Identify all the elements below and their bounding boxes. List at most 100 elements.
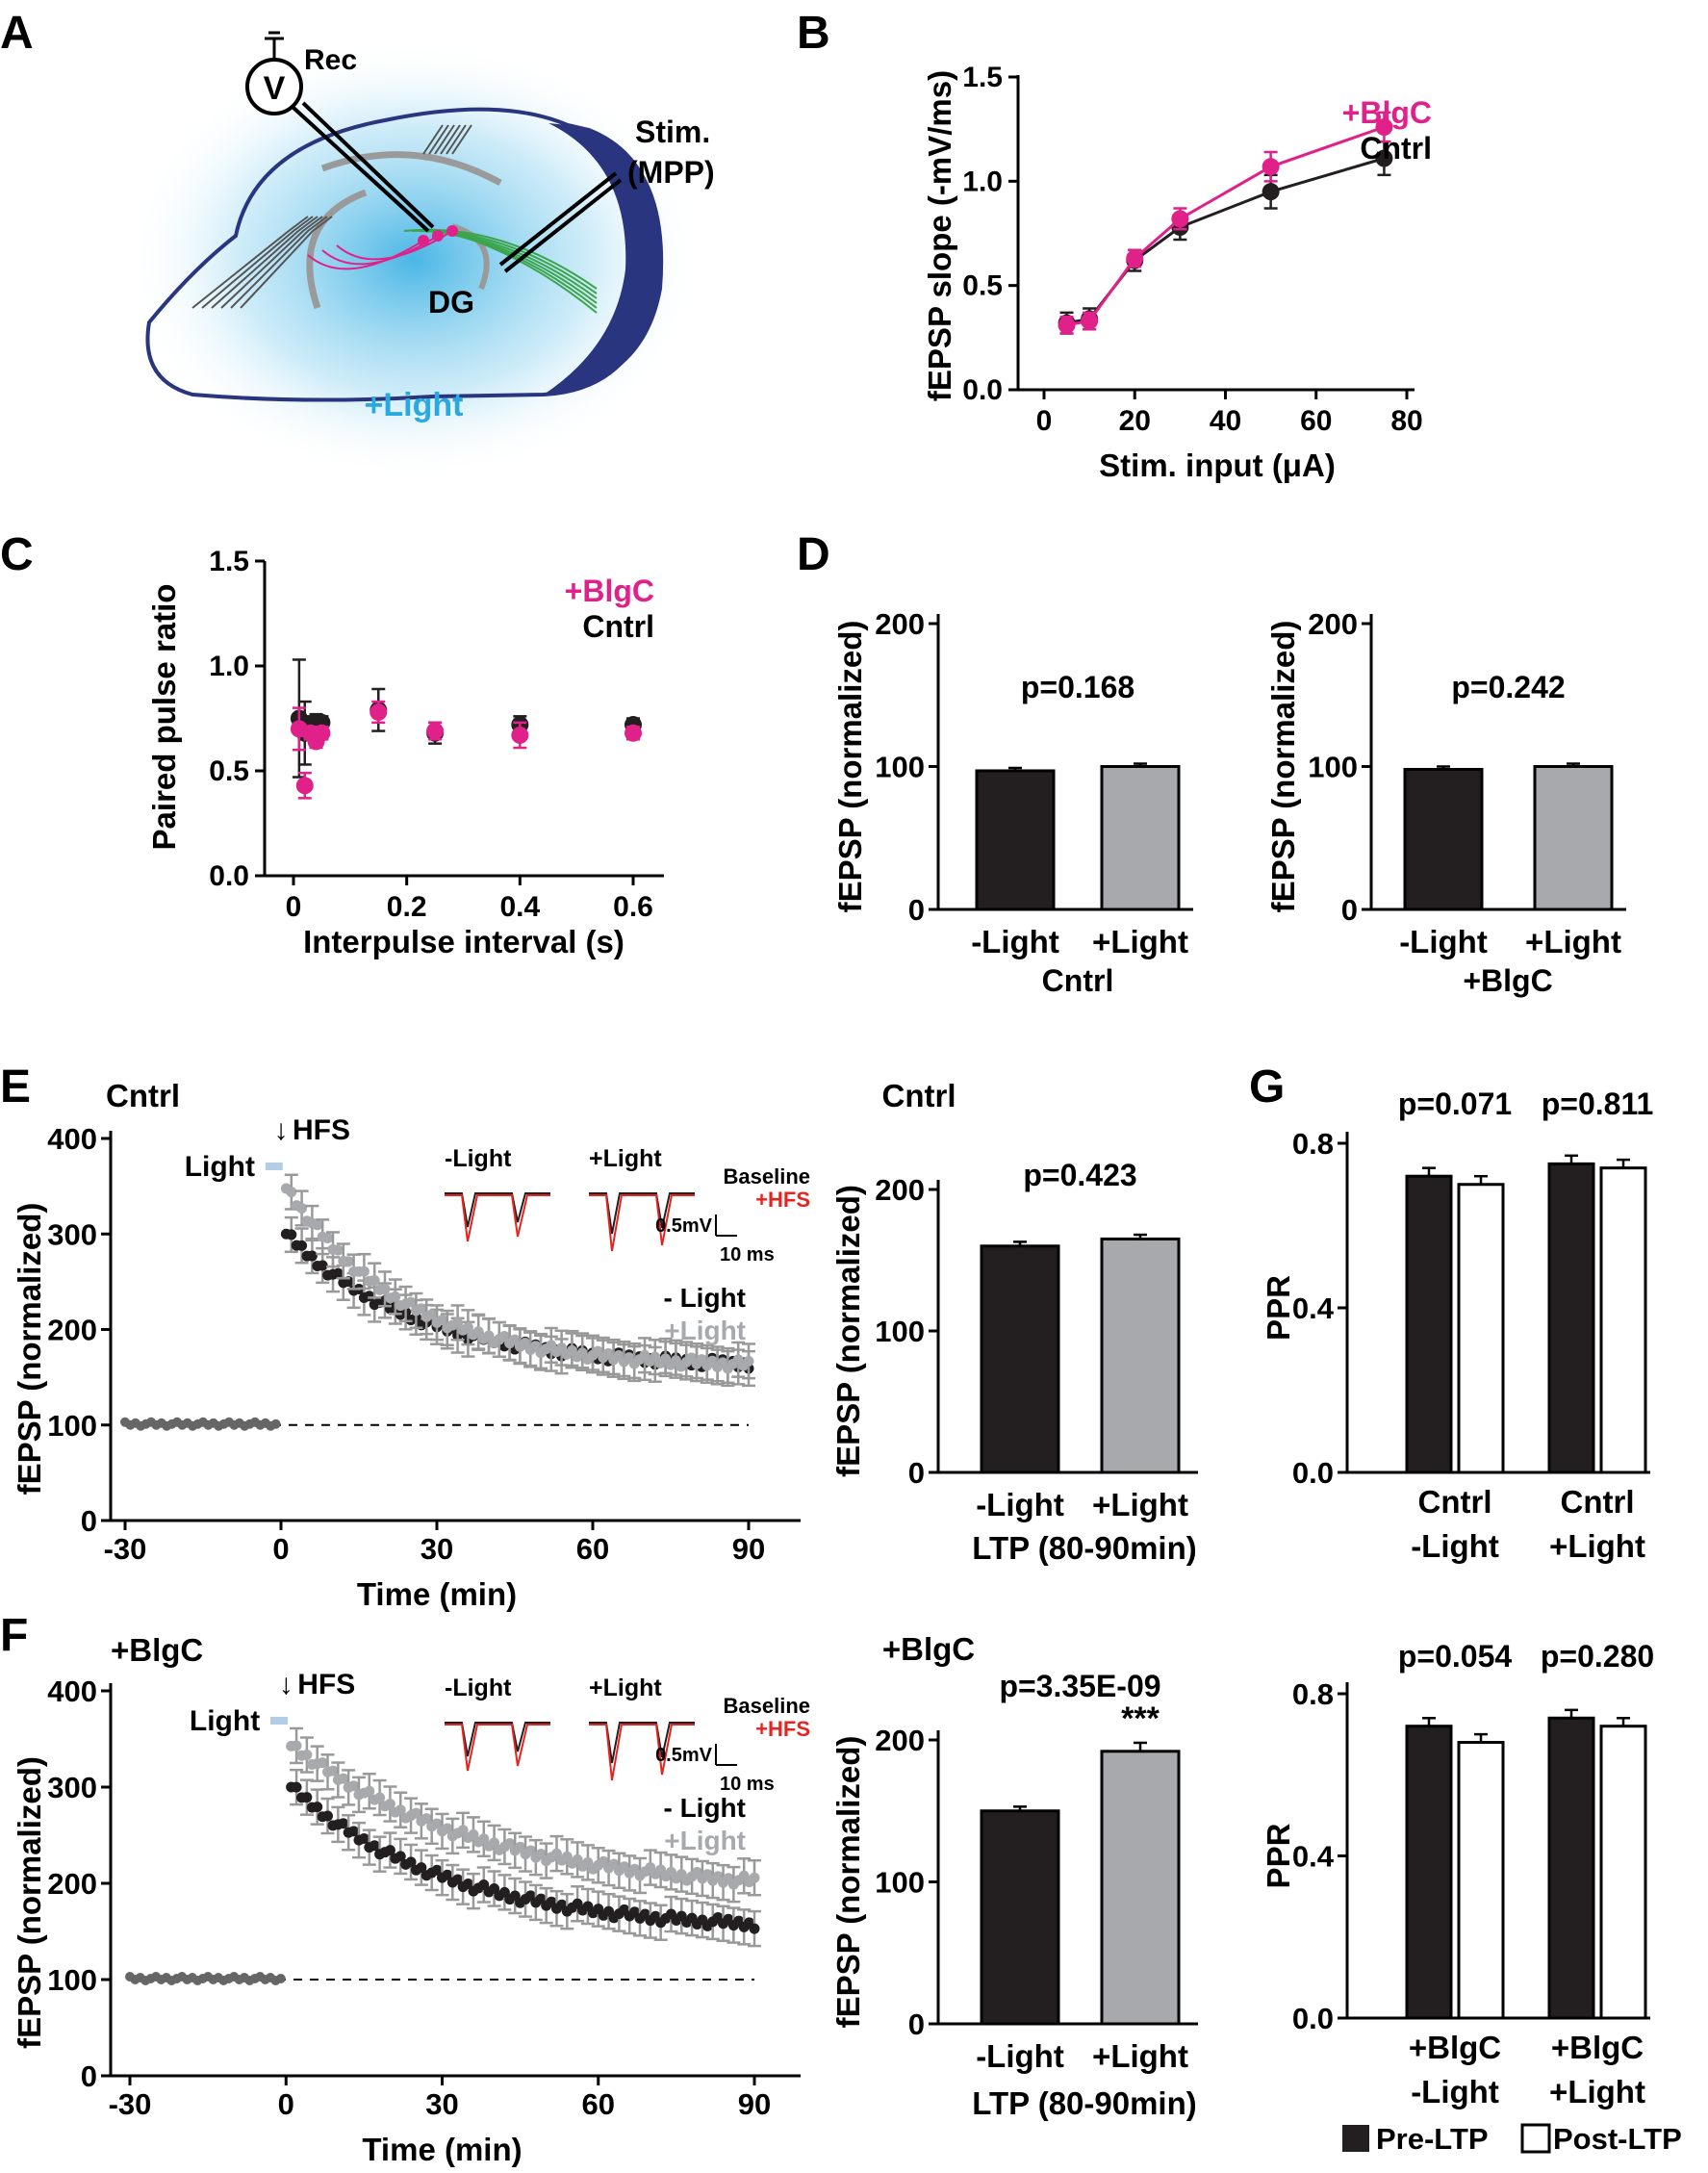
timecourse-point — [369, 1840, 380, 1852]
ca1-dendrite — [422, 124, 444, 155]
y-tick-label: 0.0 — [1292, 1456, 1334, 1490]
data-point — [511, 726, 529, 744]
timecourse-point — [384, 1845, 395, 1856]
trace-baseline — [445, 1722, 550, 1757]
bar-title-blgc: +BlgC — [882, 1631, 975, 1667]
timecourse-point — [405, 1296, 417, 1308]
timecourse-point — [312, 1802, 323, 1813]
y-tick-label: 0 — [908, 893, 925, 927]
timecourse-point — [358, 1833, 370, 1845]
category-label: +Light — [1092, 924, 1188, 959]
legend-post-swatch — [1520, 2123, 1551, 2154]
hfs-arrow-icon: ↓ — [274, 1114, 289, 1146]
ca3-dendrite — [201, 216, 314, 309]
timecourse-point — [390, 1291, 401, 1302]
timecourse-point — [338, 1818, 349, 1829]
bar--Light — [1403, 767, 1484, 911]
y-tick-label: 200 — [875, 1173, 925, 1207]
y-tick-label: 0.5 — [962, 270, 1003, 302]
dg-layer — [451, 223, 490, 291]
y-axis-title: fEPSP slope (-mV/ms) — [922, 70, 957, 401]
x-axis-title: Stim. input (μA) — [1099, 447, 1336, 483]
hfs-arrow-icon: ↓ — [279, 1669, 293, 1700]
bar-+Light — [1100, 1237, 1181, 1474]
stimulating-electrode — [498, 171, 618, 267]
light-label: Light — [190, 1705, 260, 1737]
bar-x-title: LTP (80-90min) — [972, 2085, 1197, 2121]
y-axis-title: fEPSP (normalized) — [832, 621, 868, 913]
legend-minus-light: - Light — [663, 1793, 746, 1823]
timecourse-point — [431, 1864, 443, 1876]
category-label: +Light — [1092, 2038, 1188, 2074]
inset-baseline-label: Baseline — [724, 1694, 811, 1718]
y-axis-title: fEPSP (normalized) — [1265, 621, 1301, 913]
ca1-dendrite — [451, 124, 472, 155]
timecourse-point — [317, 1260, 328, 1271]
data-point — [1126, 249, 1144, 268]
timecourse-point — [338, 1773, 349, 1784]
timecourse-point — [463, 1879, 474, 1890]
data-point — [295, 777, 314, 795]
timecourse-point — [431, 1818, 443, 1829]
light-label: +Light — [365, 387, 464, 423]
category-label: -Light — [971, 924, 1059, 959]
y-tick-label: 0.4 — [1292, 1840, 1335, 1874]
group-label-2: -Light — [1411, 2074, 1499, 2109]
data-point — [1262, 158, 1280, 176]
ca3-dendrite — [191, 216, 309, 309]
panel-letter-G: G — [1249, 1061, 1285, 1112]
timecourse-point — [442, 1869, 453, 1880]
x-tick-label: 0 — [1036, 405, 1053, 437]
ca3-dendrite — [240, 216, 333, 309]
legend-minus-light: - Light — [663, 1283, 746, 1313]
y-tick-label: 300 — [47, 1217, 97, 1251]
timecourse-point — [306, 1250, 318, 1262]
timecourse-point — [327, 1765, 339, 1777]
x-tick-label: 20 — [1119, 405, 1151, 437]
inset-baseline-label: Baseline — [724, 1164, 811, 1189]
y-axis-title: PPR — [1261, 1275, 1296, 1341]
group-label-2: -Light — [1411, 1528, 1499, 1564]
granule-axon — [321, 235, 439, 266]
ca1-dendrite — [440, 124, 461, 155]
timecourse-point — [421, 1813, 432, 1825]
inset-plus-light: +Light — [589, 1145, 662, 1172]
timecourse-point — [743, 1355, 754, 1367]
y-tick-label: 0.4 — [1292, 1291, 1335, 1325]
trace-baseline — [445, 1192, 550, 1228]
data-point — [1081, 312, 1099, 330]
group-label-1: +BlgC — [1551, 2030, 1644, 2065]
timecourse-point — [343, 1256, 354, 1267]
x-tick-label: 60 — [582, 2087, 615, 2121]
y-tick-label: 200 — [47, 1867, 97, 1901]
y-tick-label: 100 — [875, 1866, 925, 1900]
inset-plus-light: +Light — [589, 1674, 662, 1701]
cortex-band — [544, 123, 664, 395]
mpp-label: (MPP) — [627, 155, 715, 190]
ca3-layer — [306, 189, 368, 310]
timecourse-point — [395, 1804, 406, 1816]
panel-letter-C: C — [0, 529, 34, 580]
timecourse-point — [317, 1757, 328, 1769]
x-tick-label: 0.2 — [387, 891, 427, 923]
bar-+Light — [1100, 765, 1181, 911]
significance-stars: *** — [1121, 1700, 1160, 1737]
bar-pre-ltp — [1547, 1716, 1595, 2020]
stim-label: Stim. — [635, 115, 710, 149]
bar-+Light — [1533, 765, 1614, 911]
timecourse-point — [462, 1321, 473, 1333]
x-tick-label: 40 — [1210, 405, 1241, 437]
legend-pre-ltp: Pre-LTP — [1376, 2122, 1489, 2156]
y-tick-label: 200 — [875, 607, 925, 641]
y-tick-label: 200 — [1308, 607, 1358, 641]
scale-v-label: 0.5mV — [655, 1745, 713, 1766]
legend-post-ltp: Post-LTP — [1553, 2122, 1682, 2156]
bar-pre-ltp — [1405, 1725, 1453, 2020]
series-line-Cntrl — [1066, 157, 1385, 325]
timecourse-point — [312, 1219, 323, 1231]
timecourse-point — [322, 1810, 334, 1822]
inset-minus-light: -Light — [445, 1145, 512, 1172]
y-tick-label: 100 — [1308, 751, 1358, 784]
legend-blgc: +BlgC — [565, 574, 654, 608]
